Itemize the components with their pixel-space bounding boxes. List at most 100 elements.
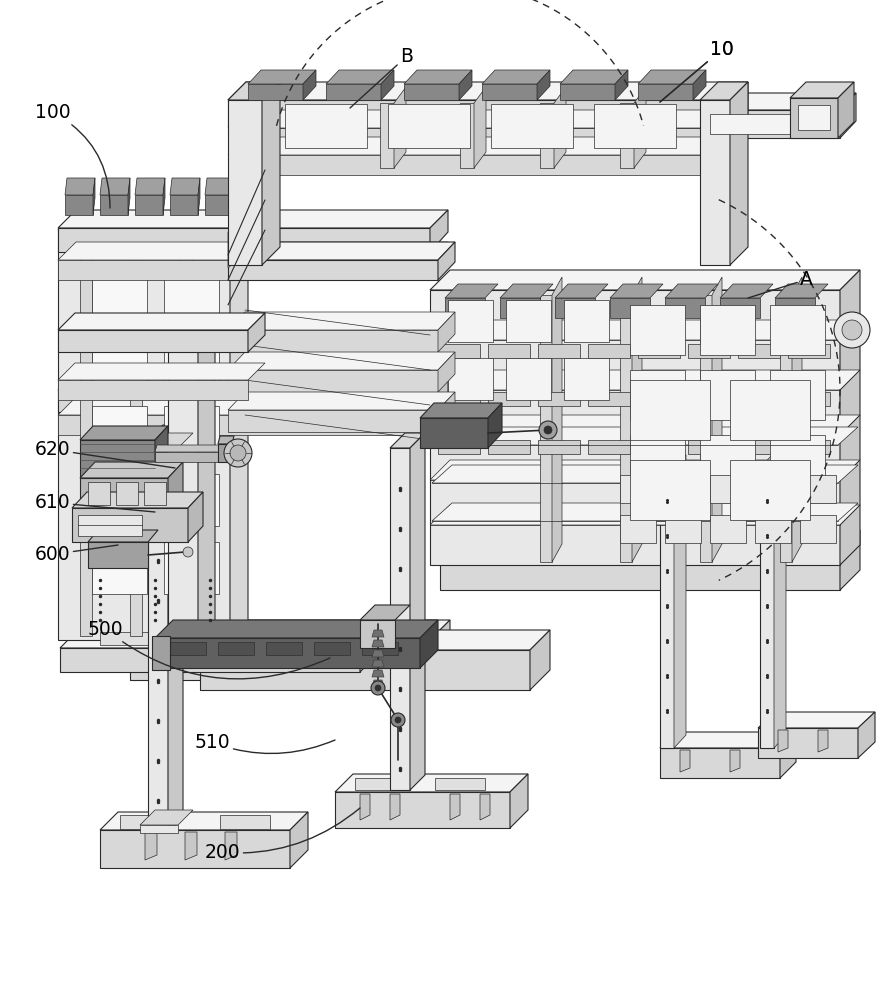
Text: A: A [748,270,812,298]
Polygon shape [233,178,235,215]
Polygon shape [80,462,183,478]
Polygon shape [506,300,551,342]
Polygon shape [680,750,690,772]
Polygon shape [760,468,774,748]
Polygon shape [92,270,147,322]
Polygon shape [228,352,455,370]
Polygon shape [788,344,830,358]
Polygon shape [262,82,280,265]
Polygon shape [638,392,680,406]
Polygon shape [100,178,130,195]
Polygon shape [700,82,748,100]
Polygon shape [164,270,219,322]
Polygon shape [248,84,303,100]
Polygon shape [792,277,802,562]
Polygon shape [435,778,485,790]
Polygon shape [555,298,595,318]
Polygon shape [228,110,748,128]
Text: 620: 620 [35,440,175,468]
Polygon shape [660,468,674,748]
Polygon shape [155,620,438,638]
Text: 510: 510 [195,733,335,754]
Polygon shape [432,503,858,521]
Polygon shape [688,344,730,358]
Polygon shape [92,338,147,390]
Polygon shape [775,284,828,298]
Polygon shape [758,728,858,758]
Text: B: B [350,47,413,108]
Polygon shape [438,352,455,392]
Circle shape [395,717,401,723]
Polygon shape [491,104,573,148]
Polygon shape [798,105,830,130]
Polygon shape [228,242,455,260]
Polygon shape [840,530,860,590]
Polygon shape [665,284,718,298]
Polygon shape [372,670,384,677]
Polygon shape [200,650,530,690]
Polygon shape [228,137,748,155]
Polygon shape [665,515,701,543]
Polygon shape [404,84,459,100]
Polygon shape [538,344,580,358]
Polygon shape [200,630,550,650]
Polygon shape [130,640,430,680]
Polygon shape [100,830,290,868]
Polygon shape [790,98,838,138]
Polygon shape [130,232,142,636]
Polygon shape [620,103,634,168]
Polygon shape [700,100,730,265]
Polygon shape [430,210,448,252]
Polygon shape [564,300,609,342]
Polygon shape [410,433,425,790]
Polygon shape [58,242,448,260]
Polygon shape [164,542,219,594]
Polygon shape [818,730,828,752]
Polygon shape [838,82,854,138]
Polygon shape [438,392,480,406]
Polygon shape [100,632,160,645]
Polygon shape [92,474,147,526]
Polygon shape [170,642,206,655]
Polygon shape [420,418,488,448]
Polygon shape [60,648,360,672]
Polygon shape [390,448,410,790]
Polygon shape [720,284,773,298]
Polygon shape [430,460,860,480]
Polygon shape [770,305,825,355]
Polygon shape [58,363,265,380]
Circle shape [230,445,246,461]
Polygon shape [438,344,480,358]
Circle shape [224,439,252,467]
Polygon shape [380,103,394,168]
Polygon shape [140,448,178,456]
Polygon shape [448,358,493,400]
Polygon shape [482,84,537,100]
Polygon shape [228,82,280,100]
Polygon shape [560,84,615,100]
Polygon shape [220,815,270,829]
Polygon shape [360,620,395,648]
Polygon shape [430,270,860,290]
Circle shape [539,421,557,439]
Polygon shape [228,330,438,352]
Circle shape [375,685,381,691]
Polygon shape [128,178,130,215]
Polygon shape [540,295,552,562]
Polygon shape [135,195,163,215]
Polygon shape [58,330,248,352]
Polygon shape [660,732,796,748]
Polygon shape [58,228,430,252]
Polygon shape [738,392,780,406]
Polygon shape [155,452,220,462]
Polygon shape [758,712,875,728]
Polygon shape [638,84,693,100]
Polygon shape [665,298,705,318]
Polygon shape [372,630,384,637]
Polygon shape [228,260,438,280]
Polygon shape [228,100,730,128]
Polygon shape [228,370,438,392]
Polygon shape [460,103,474,168]
Polygon shape [432,465,858,483]
Polygon shape [285,104,367,148]
